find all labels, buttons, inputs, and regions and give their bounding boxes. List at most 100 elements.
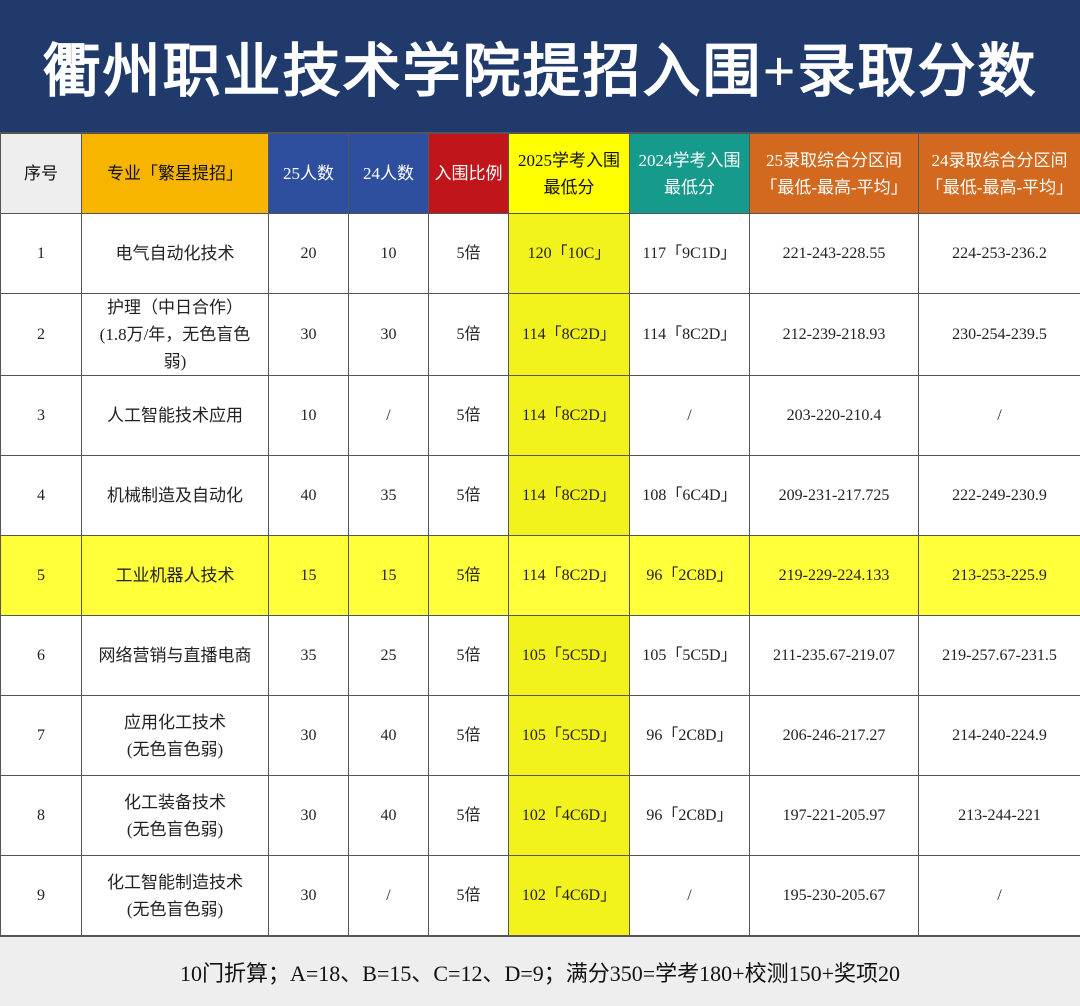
- title: 衢州职业技术学院提招入围+录取分数: [0, 0, 1080, 133]
- table-cell: 9: [1, 856, 82, 936]
- table-cell: 7: [1, 696, 82, 776]
- table-cell: 2: [1, 294, 82, 376]
- table-cell: 30: [269, 696, 349, 776]
- table-cell: 25: [349, 616, 429, 696]
- table-cell: 30: [269, 856, 349, 936]
- cell-line: 电气自动化技术: [86, 240, 264, 267]
- cell-line: 化工装备技术: [86, 789, 264, 816]
- table-cell: 5倍: [429, 696, 509, 776]
- cell-line: 化工智能制造技术: [86, 869, 264, 896]
- cell-line: (无色盲色弱): [86, 816, 264, 843]
- table-cell: 20: [269, 214, 349, 294]
- table-cell: 114「8C2D」: [630, 294, 750, 376]
- cell-line: 24录取综合分区间: [923, 147, 1076, 174]
- column-header: 序号: [1, 134, 82, 214]
- table-cell: 219-257.67-231.5: [919, 616, 1080, 696]
- table-cell: 114「8C2D」: [509, 536, 630, 616]
- cell-line: 专业「繁星提招」: [86, 160, 264, 187]
- table-cell: 211-235.67-219.07: [750, 616, 919, 696]
- table-cell: /: [349, 376, 429, 456]
- table-cell: 96「2C8D」: [630, 696, 750, 776]
- cell-line: (无色盲色弱): [86, 736, 264, 763]
- table-cell: 化工智能制造技术(无色盲色弱): [82, 856, 269, 936]
- cell-line: 24人数: [353, 160, 424, 187]
- column-header: 入围比例: [429, 134, 509, 214]
- table-cell: 30: [349, 294, 429, 376]
- cell-line: 网络营销与直播电商: [86, 642, 264, 669]
- cell-line: 「最低-最高-平均」: [754, 174, 914, 201]
- cell-line: 25录取综合分区间: [754, 147, 914, 174]
- table-cell: 214-240-224.9: [919, 696, 1080, 776]
- table-cell: /: [630, 856, 750, 936]
- column-header: 专业「繁星提招」: [82, 134, 269, 214]
- table-cell: 102「4C6D」: [509, 776, 630, 856]
- table-cell: 219-229-224.133: [750, 536, 919, 616]
- table-cell: 10: [349, 214, 429, 294]
- table-cell: 195-230-205.67: [750, 856, 919, 936]
- table-cell: 电气自动化技术: [82, 214, 269, 294]
- table-cell: 40: [349, 776, 429, 856]
- table-cell: 15: [349, 536, 429, 616]
- table-cell: 221-243-228.55: [750, 214, 919, 294]
- table-cell: 213-253-225.9: [919, 536, 1080, 616]
- table-cell: 工业机器人技术: [82, 536, 269, 616]
- table-cell: 206-246-217.27: [750, 696, 919, 776]
- column-header: 2024学考入围最低分: [630, 134, 750, 214]
- cell-line: 序号: [5, 160, 77, 187]
- table-cell: 117「9C1D」: [630, 214, 750, 294]
- table-cell: /: [349, 856, 429, 936]
- table-cell: 4: [1, 456, 82, 536]
- table-cell: 114「8C2D」: [509, 456, 630, 536]
- column-header: 25录取综合分区间「最低-最高-平均」: [750, 134, 919, 214]
- column-header: 24录取综合分区间「最低-最高-平均」: [919, 134, 1080, 214]
- table-cell: 222-249-230.9: [919, 456, 1080, 536]
- cell-line: (1.8万/年，无色盲色: [86, 321, 264, 348]
- table-cell: 114「8C2D」: [509, 376, 630, 456]
- table-cell: 化工装备技术(无色盲色弱): [82, 776, 269, 856]
- cell-line: (无色盲色弱): [86, 896, 264, 923]
- cell-line: 人工智能技术应用: [86, 402, 264, 429]
- table-cell: 102「4C6D」: [509, 856, 630, 936]
- table-cell: /: [919, 376, 1080, 456]
- cell-line: 25人数: [273, 160, 344, 187]
- table-cell: 35: [349, 456, 429, 536]
- table-cell: 5倍: [429, 456, 509, 536]
- table-cell: 30: [269, 294, 349, 376]
- cell-line: 弱): [86, 348, 264, 375]
- table-cell: /: [919, 856, 1080, 936]
- table-cell: 15: [269, 536, 349, 616]
- table-cell: 224-253-236.2: [919, 214, 1080, 294]
- table-cell: 5倍: [429, 214, 509, 294]
- table-cell: 应用化工技术(无色盲色弱): [82, 696, 269, 776]
- table-cell: 人工智能技术应用: [82, 376, 269, 456]
- table-cell: 96「2C8D」: [630, 536, 750, 616]
- table-cell: 96「2C8D」: [630, 776, 750, 856]
- table-cell: 230-254-239.5: [919, 294, 1080, 376]
- table-cell: 197-221-205.97: [750, 776, 919, 856]
- table-cell: 105「5C5D」: [630, 616, 750, 696]
- table-cell: 105「5C5D」: [509, 616, 630, 696]
- table-cell: 114「8C2D」: [509, 294, 630, 376]
- table-cell: 5倍: [429, 616, 509, 696]
- table-cell: 6: [1, 616, 82, 696]
- cell-line: 应用化工技术: [86, 709, 264, 736]
- column-header: 2025学考入围最低分: [509, 134, 630, 214]
- table-cell: 5倍: [429, 294, 509, 376]
- cell-line: 护理（中日合作）: [86, 294, 264, 321]
- footer: 10门折算；A=18、B=15、C=12、D=9；满分350=学考180+校测1…: [0, 936, 1080, 1006]
- table-cell: /: [630, 376, 750, 456]
- table-cell: 30: [269, 776, 349, 856]
- cell-line: 2024学考入围: [634, 147, 745, 174]
- table-cell: 35: [269, 616, 349, 696]
- cell-line: 最低分: [513, 174, 625, 201]
